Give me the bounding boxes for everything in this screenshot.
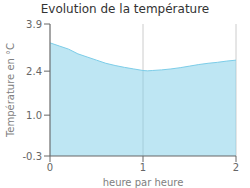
svg-text:2.4: 2.4 — [26, 66, 42, 77]
svg-text:heure par heure: heure par heure — [103, 177, 184, 188]
svg-text:0: 0 — [47, 162, 53, 173]
svg-text:3.9: 3.9 — [26, 19, 42, 30]
svg-text:2: 2 — [233, 162, 239, 173]
html-text:Evolution de la température: Evolution de la température — [40, 2, 210, 16]
svg-text:-0.3: -0.3 — [22, 151, 42, 162]
svg-text:1: 1 — [140, 162, 146, 173]
svg-text:1.0: 1.0 — [26, 110, 42, 121]
svg-text:Température en °C: Température en °C — [5, 43, 16, 138]
